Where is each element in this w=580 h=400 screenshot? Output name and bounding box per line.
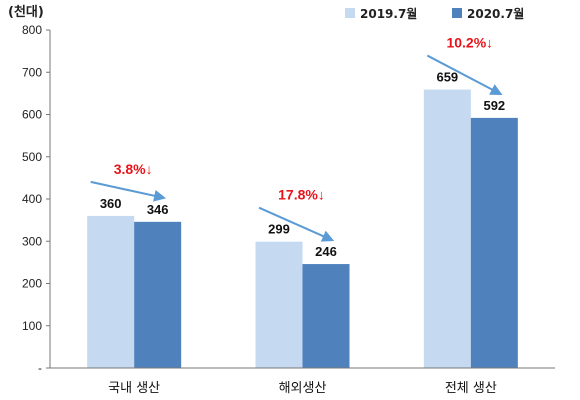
y-tick-label: 100 bbox=[22, 319, 42, 333]
x-category-label: 국내 생산 bbox=[108, 381, 160, 396]
data-label: 346 bbox=[147, 202, 169, 217]
y-tick-label: - bbox=[38, 361, 42, 375]
change-arrows: 3.8%↓ 17.8%↓ 10.2%↓ bbox=[90, 35, 503, 242]
bar-prev bbox=[87, 215, 135, 368]
data-label: 360 bbox=[100, 196, 122, 211]
y-axis-unit: (천대) bbox=[8, 5, 44, 20]
bar-prev bbox=[255, 241, 303, 368]
change-arrow bbox=[258, 206, 335, 242]
bar-prev bbox=[423, 89, 471, 368]
bar-curr bbox=[470, 117, 518, 368]
x-category-label: 전체 생산 bbox=[445, 381, 497, 396]
legend-swatch-2020 bbox=[452, 8, 462, 18]
data-label: 659 bbox=[436, 70, 458, 85]
y-tick-label: 300 bbox=[22, 234, 42, 248]
data-label: 299 bbox=[268, 222, 290, 237]
legend-label-2019: 2019.7월 bbox=[360, 6, 417, 21]
change-annotation: 17.8%↓ bbox=[278, 187, 325, 203]
y-tick-label: 500 bbox=[22, 150, 42, 164]
legend-label-2020: 2020.7월 bbox=[467, 6, 524, 21]
data-label: 592 bbox=[483, 98, 505, 113]
x-category-label: 해외생산 bbox=[279, 381, 327, 396]
change-annotation: 10.2%↓ bbox=[446, 35, 493, 51]
legend: 2019.7월 2020.7월 bbox=[345, 6, 524, 21]
change-annotation: 3.8%↓ bbox=[114, 161, 153, 177]
y-tick-label: 400 bbox=[22, 192, 42, 206]
x-axis: 국내 생산 해외생산 전체 생산 bbox=[108, 381, 497, 396]
data-label: 246 bbox=[315, 244, 337, 259]
bar-curr bbox=[134, 221, 182, 368]
value-labels: 360 346 299 246 659 592 bbox=[100, 70, 505, 259]
change-arrow bbox=[426, 54, 503, 95]
change-arrow bbox=[90, 180, 167, 202]
bars bbox=[87, 89, 518, 368]
y-tick-label: 200 bbox=[22, 277, 42, 291]
y-tick-label: 700 bbox=[22, 65, 42, 79]
legend-swatch-2019 bbox=[345, 8, 355, 18]
y-tick-label: 800 bbox=[22, 23, 42, 37]
y-axis: - 100 200 300 400 500 600 700 800 bbox=[22, 23, 50, 375]
bar-curr bbox=[302, 264, 350, 368]
y-tick-label: 600 bbox=[22, 108, 42, 122]
